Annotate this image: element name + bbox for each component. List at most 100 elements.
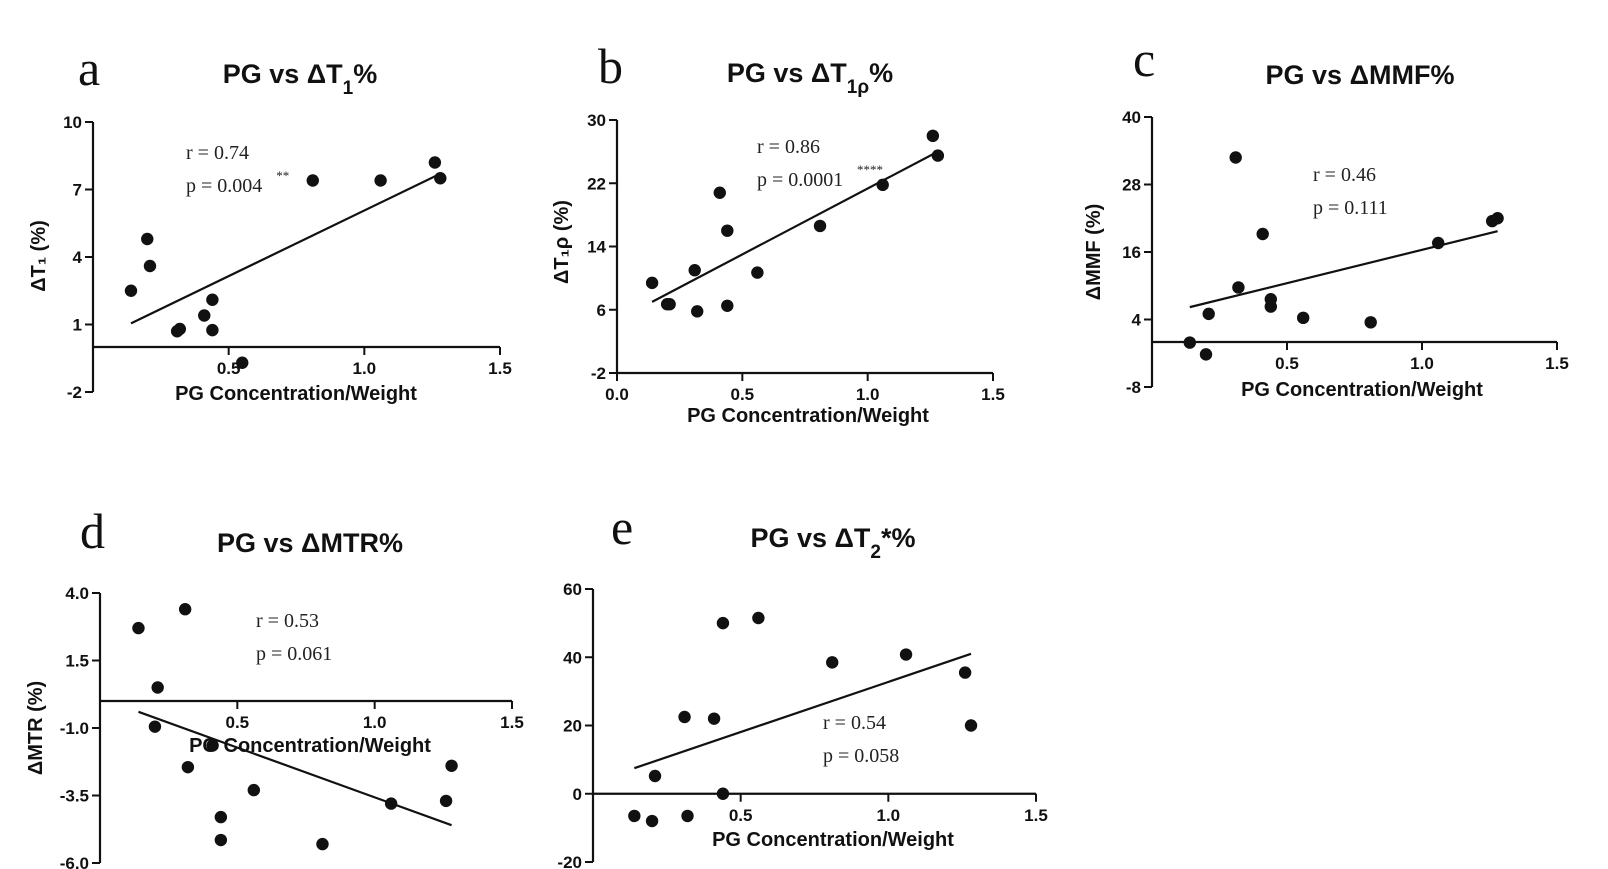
y-tick-label: 40 xyxy=(1122,108,1141,127)
stat-p: p = 0.004 xyxy=(186,175,262,197)
x-tick-label: 0.5 xyxy=(217,359,241,378)
x-axis-title: PG Concentration/Weight xyxy=(1241,379,1483,401)
data-point xyxy=(681,809,694,823)
x-tick-label: 1.0 xyxy=(877,806,901,825)
x-tick-label: 1.5 xyxy=(1024,806,1048,825)
y-tick-label: 10 xyxy=(63,113,82,132)
data-point xyxy=(214,810,228,824)
x-tick-label: 0.5 xyxy=(226,713,250,732)
panel-c: c PG vs ΔMMF% -8 4 16 28 40 0.5 1.0 1.5 PG Concent… xyxy=(1083,31,1569,401)
data-point xyxy=(691,305,704,318)
data-point xyxy=(1202,307,1215,321)
panel-d: d PG vs ΔMTR% -6.0 -3.5 -1.0 1.5 4.0 0.5 1.0 1.5 P… xyxy=(25,503,524,869)
regression-line xyxy=(651,150,939,303)
data-point xyxy=(751,266,764,279)
data-point xyxy=(181,760,195,774)
data-point xyxy=(428,156,442,169)
regression-line xyxy=(130,172,441,325)
chart-title: PG vs ΔT1% xyxy=(223,59,378,99)
data-point xyxy=(206,293,219,306)
data-point xyxy=(752,611,765,625)
data-point xyxy=(1199,348,1213,361)
chart-title: PG vs ΔMTR% xyxy=(217,528,403,558)
data-point xyxy=(628,809,641,823)
y-tick-label: -8 xyxy=(1126,378,1141,397)
data-point xyxy=(899,648,913,661)
data-point xyxy=(663,298,676,311)
data-point xyxy=(876,178,889,192)
data-point xyxy=(958,666,972,679)
data-point xyxy=(384,797,398,810)
y-axis-title: ΔT₁ (%) xyxy=(28,220,50,292)
panel-letter: e xyxy=(611,499,633,555)
y-tick-label: 0 xyxy=(573,785,582,804)
data-point xyxy=(434,172,447,185)
data-point xyxy=(206,323,219,337)
y-axis-title: ΔMMF (%) xyxy=(1083,204,1105,301)
data-point xyxy=(439,794,453,808)
data-point xyxy=(648,769,662,783)
x-tick-label: 0.5 xyxy=(729,806,753,825)
panel-letter: a xyxy=(78,40,100,96)
data-point xyxy=(716,787,730,800)
y-tick-label: 4 xyxy=(1132,311,1142,330)
stat-r: r = 0.54 xyxy=(823,712,886,734)
x-tick-label: 0.0 xyxy=(605,385,629,404)
data-point xyxy=(645,276,659,290)
data-point xyxy=(1364,316,1377,329)
data-point xyxy=(143,259,157,273)
x-tick-label: 1.5 xyxy=(1545,354,1569,373)
stat-r: r = 0.74 xyxy=(186,142,249,164)
data-point xyxy=(141,232,154,246)
data-point xyxy=(124,284,138,297)
stat-p: p = 0.111 xyxy=(1313,197,1388,219)
stat-r: r = 0.86 xyxy=(757,136,820,158)
y-tick-label: 14 xyxy=(587,238,606,257)
data-point xyxy=(931,149,945,162)
chart-title: PG vs ΔT2*% xyxy=(750,523,915,563)
data-point xyxy=(688,264,701,277)
data-point xyxy=(1264,300,1278,313)
chart-title: PG vs ΔT1ρ% xyxy=(727,58,893,98)
y-tick-label: 6 xyxy=(597,301,606,320)
y-tick-label: -6.0 xyxy=(60,854,89,869)
chart-title: PG vs ΔMMF% xyxy=(1266,60,1455,90)
x-tick-label: 1.0 xyxy=(1410,354,1434,373)
x-tick-label: 1.5 xyxy=(488,359,512,378)
y-tick-label: 1 xyxy=(73,316,82,335)
data-point xyxy=(206,739,219,752)
data-point xyxy=(236,356,249,369)
data-point xyxy=(178,603,192,616)
x-tick-label: 1.0 xyxy=(363,713,387,732)
y-tick-label: -3.5 xyxy=(60,787,89,806)
stat-p: p = 0.061 xyxy=(256,643,332,665)
y-tick-label: -20 xyxy=(557,853,582,869)
y-tick-label: 22 xyxy=(587,174,606,193)
regression-line xyxy=(633,652,972,770)
y-tick-label: -2 xyxy=(591,364,606,383)
x-axis-title: PG Concentration/Weight xyxy=(687,405,929,427)
y-tick-label: 20 xyxy=(563,717,582,736)
panel-a: a PG vs ΔT1% -2 1 4 7 10 0.5 1.0 1.5 PG Concentrat… xyxy=(28,40,512,405)
x-tick-label: 1.5 xyxy=(981,385,1005,404)
y-tick-label: -2 xyxy=(67,383,82,402)
data-point xyxy=(214,833,228,847)
panel-letter: c xyxy=(1133,31,1155,87)
x-axis-title: PG Concentration/Weight xyxy=(175,383,417,405)
data-point xyxy=(1256,227,1269,241)
stat-p-significance: ** xyxy=(276,168,289,183)
data-point xyxy=(721,224,734,237)
y-tick-label: 7 xyxy=(73,181,82,200)
panel-b: b PG vs ΔT1ρ% -2 6 14 22 30 0.0 0.5 1.0 1.5 PG Conc… xyxy=(551,38,1005,427)
data-point xyxy=(306,174,319,187)
stat-p-significance: **** xyxy=(857,162,883,177)
y-axis-title: ΔMTR (%) xyxy=(25,681,47,775)
y-tick-label: 60 xyxy=(563,580,582,599)
data-point xyxy=(707,712,721,725)
data-point xyxy=(826,656,839,669)
stat-p: p = 0.0001 xyxy=(757,169,843,191)
stat-r: r = 0.53 xyxy=(256,610,319,632)
data-point xyxy=(1183,336,1197,349)
data-point xyxy=(721,299,734,312)
x-axis-title: PG Concentration/Weight xyxy=(712,829,954,851)
